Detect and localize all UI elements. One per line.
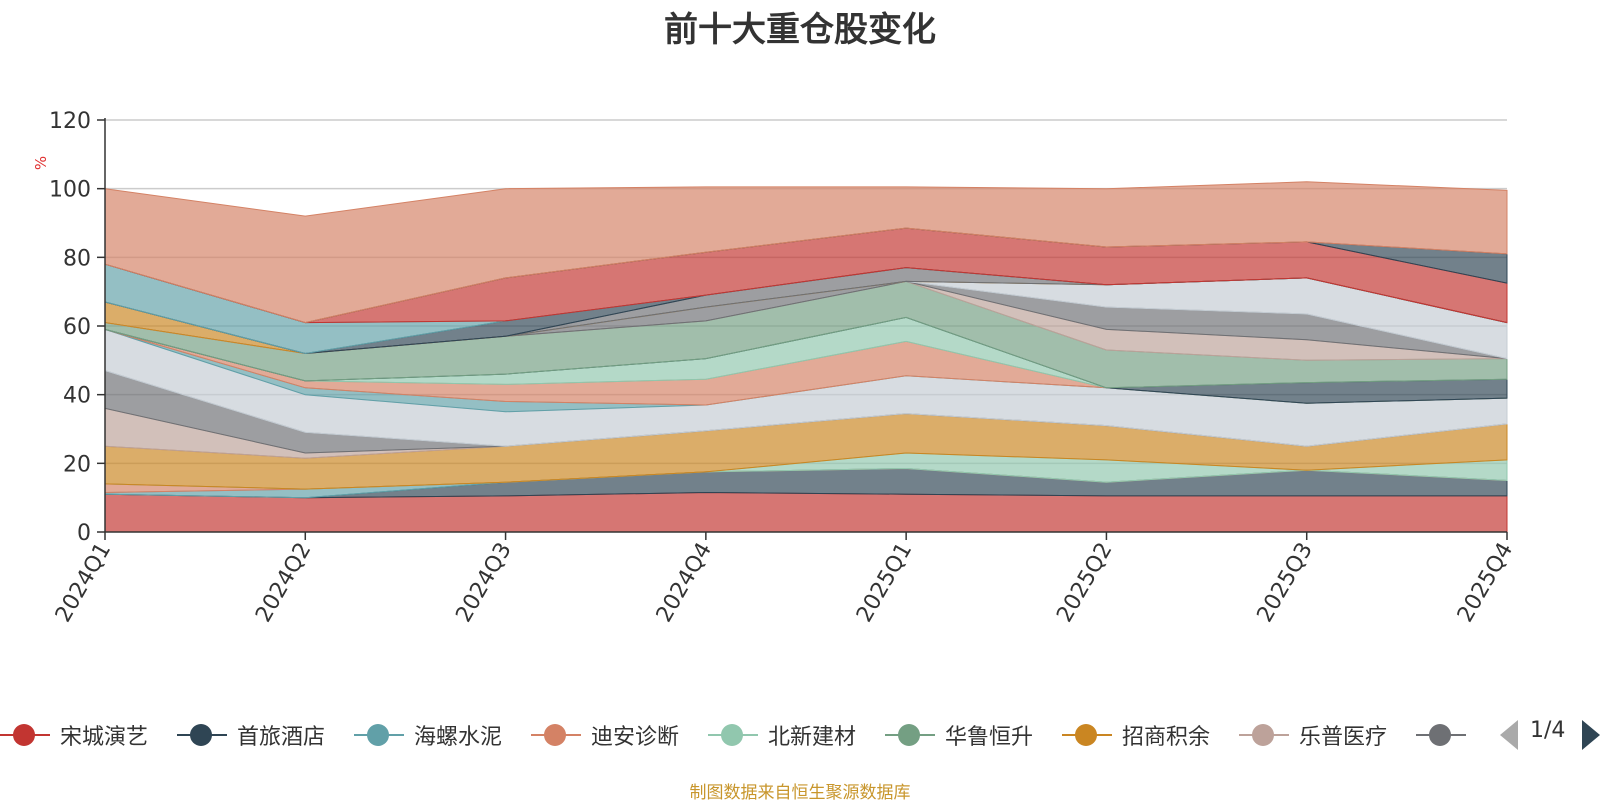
legend-label: 海螺水泥 [414,725,503,750]
x-tick-label: 2025Q4 [1453,539,1518,627]
area-series [104,181,1508,324]
x-tick-label: 2024Q2 [251,539,316,627]
y-tick-label: 100 [49,178,91,203]
x-tick-label: 2025Q2 [1052,539,1117,627]
area-series [104,491,1508,533]
legend-label: 首旅酒店 [237,725,326,750]
y-tick-label: 60 [63,315,91,340]
legend-pager: 1/4 [1500,718,1600,752]
y-tick-label: 120 [49,109,91,134]
chart-title: 前十大重仓股变化 [664,10,936,50]
legend-circle-icon [721,724,743,746]
y-tick-label: 20 [63,452,91,477]
y-tick-label: 0 [77,521,91,546]
legend-circle-icon [1429,724,1451,746]
prev-page-icon[interactable] [1500,720,1518,750]
x-tick-label: 2024Q4 [652,539,717,627]
x-tick-label: 2024Q3 [451,539,516,627]
legend-circle-icon [898,724,920,746]
legend-circle-icon [1075,724,1097,746]
legend-label: 乐普医疗 [1299,725,1388,750]
x-tick-label: 2024Q1 [51,539,116,627]
y-tick-label: 40 [63,384,91,409]
legend-circle-icon [190,724,212,746]
legend-label: 招商积余 [1122,725,1211,750]
x-tick-label: 2025Q1 [852,539,917,627]
y-axis-unit: % [32,156,50,170]
legend-circle-icon [544,724,566,746]
legend-circle-icon [13,724,35,746]
y-tick-label: 80 [63,246,91,271]
legend-label: 北新建材 [768,725,857,750]
legend: 宋城演艺 首旅酒店 海螺水泥 迪安诊断 北新建材 华鲁恒升 招商积余 乐普医疗 [0,713,1476,757]
legend-page-indicator: 1/4 [1530,718,1566,743]
x-tick-label: 2025Q3 [1253,539,1318,627]
area-layer [104,181,1508,533]
legend-circle-icon [1252,724,1274,746]
legend-label: 迪安诊断 [591,725,680,750]
next-page-icon[interactable] [1582,720,1600,750]
legend-label: 宋城演艺 [60,725,149,750]
source-note: 制图数据来自恒生聚源数据库 [689,783,911,803]
legend-circle-icon [367,724,389,746]
legend-label: 华鲁恒升 [945,725,1034,750]
